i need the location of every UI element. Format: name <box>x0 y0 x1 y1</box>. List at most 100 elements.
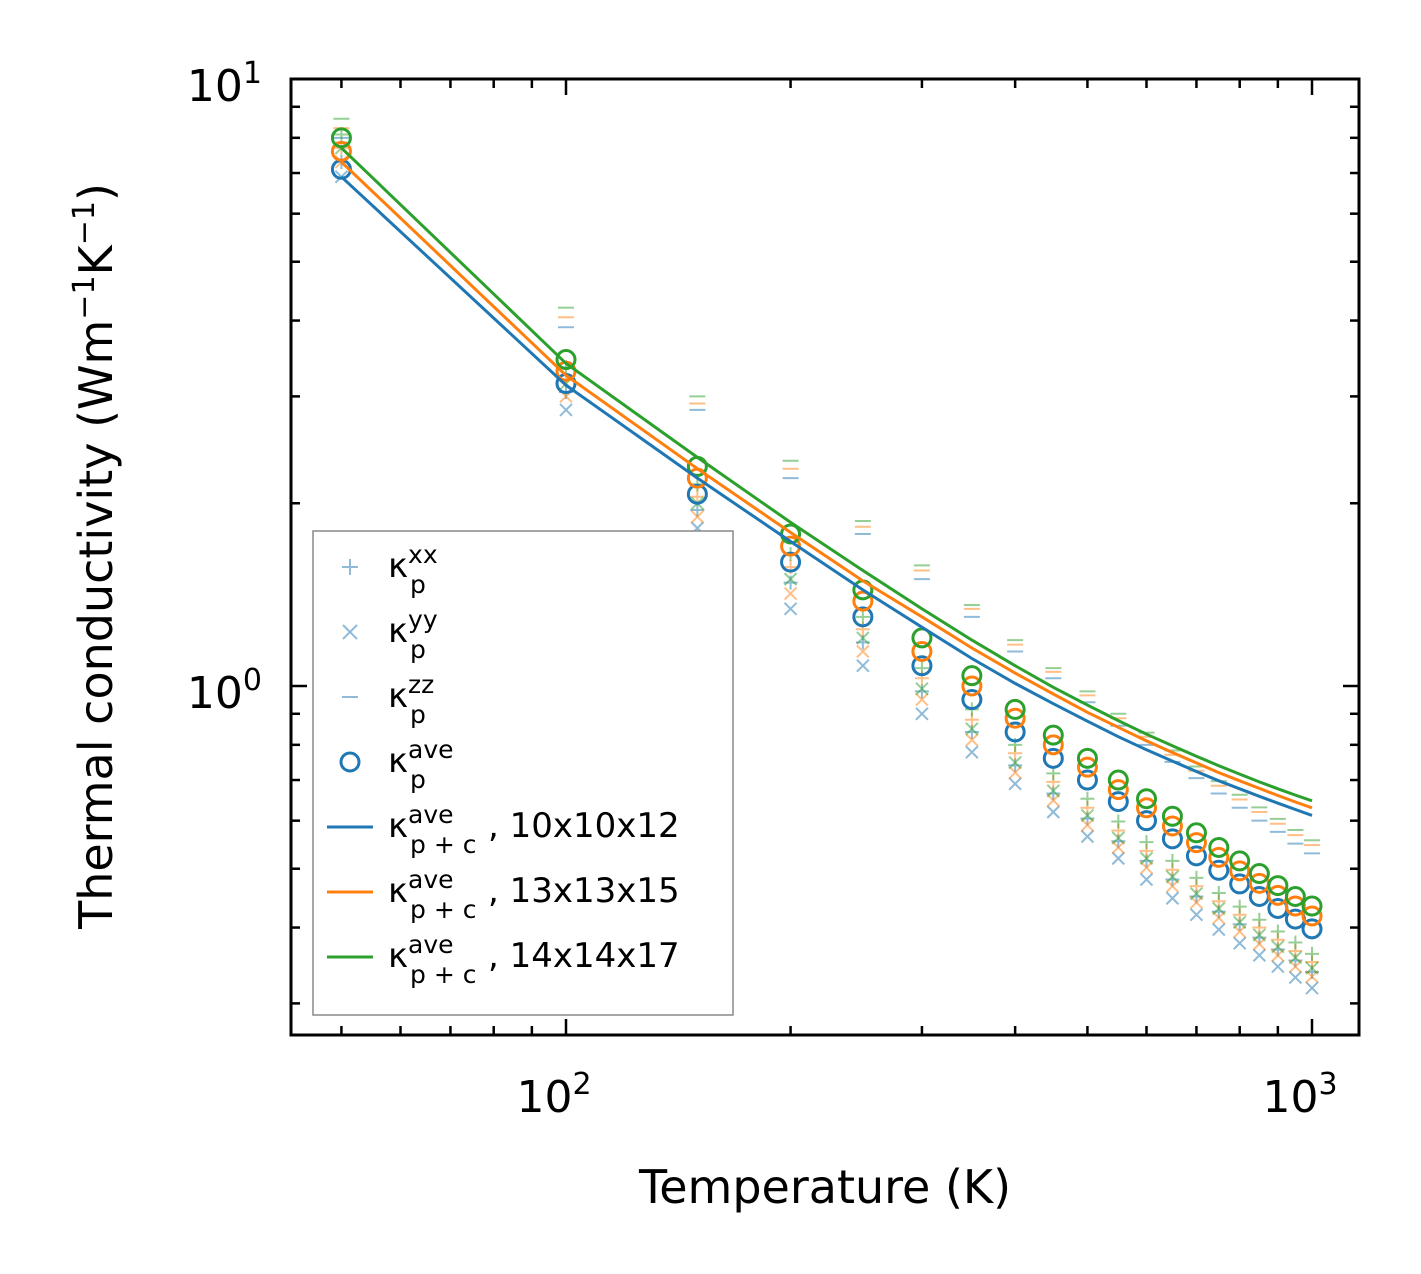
legend-subscript: p <box>410 635 426 664</box>
kxx-point <box>1111 814 1126 829</box>
kyy-point <box>915 681 929 696</box>
kxx-point <box>1288 935 1303 950</box>
kyy-point <box>1008 777 1022 791</box>
kyy-point <box>1080 829 1095 844</box>
kyy-point <box>1233 936 1247 950</box>
kyy-point <box>783 602 798 616</box>
y-title-exponent-2: −1 <box>67 201 102 245</box>
kxx-point <box>855 609 870 624</box>
kyy-point <box>559 403 573 417</box>
kyy-point <box>1212 901 1226 916</box>
kyy-point <box>915 707 929 721</box>
kave-point <box>961 665 983 687</box>
kyy-point <box>856 659 870 673</box>
kpc-line-13x13x15 <box>340 160 1313 810</box>
kyy-point <box>1046 784 1061 798</box>
kyy-point <box>1165 870 1180 884</box>
kave-point <box>1208 846 1230 868</box>
kave-point <box>1076 747 1098 769</box>
kave-point <box>1004 707 1026 729</box>
kyy-point <box>783 572 798 586</box>
legend-symbol: κ <box>388 806 408 846</box>
kave-point <box>1229 850 1251 872</box>
kyy-point <box>1165 891 1180 905</box>
kyy-point <box>856 644 870 659</box>
tick-base: 10 <box>1262 1072 1318 1123</box>
kyy-point <box>915 692 929 707</box>
legend-symbol: κ <box>388 741 408 781</box>
legend-circle-marker <box>339 751 361 773</box>
kave-point <box>911 655 933 677</box>
plot-frame <box>289 77 1361 1037</box>
kave-point <box>1161 828 1183 850</box>
kxx-point <box>690 502 705 517</box>
kxx-point <box>1080 791 1095 806</box>
legend-label: κzz p <box>388 670 434 729</box>
legend-superscript: yy <box>408 605 438 634</box>
kyy-point <box>965 745 979 759</box>
kxx-point <box>1139 835 1154 850</box>
kave-point <box>780 551 802 573</box>
legend-label: κave p + c , 13x13x15 <box>388 865 680 924</box>
kave-point <box>1107 779 1129 801</box>
legend-entry-1: κyy p <box>342 605 438 664</box>
tick-base: 10 <box>187 668 243 719</box>
series-10x10x12 <box>333 136 1320 995</box>
kave-point <box>1301 905 1323 927</box>
kave-point <box>1185 822 1207 844</box>
legend-entry-5: κave p + c , 13x13x15 <box>327 865 680 924</box>
kxx-point <box>1305 946 1319 961</box>
kave-point <box>961 689 983 711</box>
legend-superscript: ave <box>408 865 454 894</box>
legend-label: κave p <box>388 735 454 794</box>
y-title-close: ) <box>69 183 123 201</box>
legend-label: κxx p <box>388 540 438 599</box>
kave-point <box>1004 721 1026 743</box>
legend-subscript: p + c <box>410 895 476 924</box>
kyy-point <box>690 510 705 524</box>
kxx-point <box>1008 758 1023 773</box>
x-axis-title: Temperature (K) <box>638 1160 1011 1214</box>
kyy-point <box>1008 755 1022 770</box>
kxx-point <box>1270 924 1285 939</box>
legend-suffix: , 14x14x17 <box>488 936 680 976</box>
kave-point <box>555 349 577 371</box>
kave-point <box>1161 815 1183 837</box>
tick-exponent: 2 <box>572 1067 591 1102</box>
kyy-point <box>1305 981 1319 995</box>
legend-cross-marker <box>342 624 358 640</box>
y-axis-title: Thermal conductivity (Wm−1K−1) <box>67 183 123 930</box>
kyy-point <box>965 722 979 736</box>
kave-point <box>1042 734 1064 756</box>
kave-point <box>911 640 933 662</box>
legend-label: κave p + c , 14x14x17 <box>388 930 680 989</box>
tick-exponent: 3 <box>1318 1067 1337 1102</box>
kave-point <box>1185 832 1207 854</box>
kyy-point <box>1212 922 1226 937</box>
kyy-point <box>1271 959 1285 974</box>
legend-superscript: xx <box>408 540 438 569</box>
kave-point <box>1042 747 1064 769</box>
x-tick-label: 102 <box>516 1067 591 1123</box>
kxx-point <box>1189 870 1204 885</box>
y-tick-label: 100 <box>187 663 262 719</box>
kyy-point <box>1271 939 1285 954</box>
legend-entry-2: κzz p <box>342 670 434 729</box>
kave-point <box>1267 875 1289 897</box>
kyy-point <box>1305 961 1319 975</box>
kyy-point <box>1046 793 1061 808</box>
kxx-point <box>914 684 929 699</box>
legend-superscript: ave <box>408 930 454 959</box>
kave-point <box>1229 873 1251 895</box>
kave-point <box>852 606 874 628</box>
kave-point <box>1136 797 1158 819</box>
legend-suffix: , 10x10x12 <box>488 806 680 846</box>
tick-base: 10 <box>187 61 243 112</box>
legend-suffix: , 13x13x15 <box>488 871 680 911</box>
kave-point <box>1004 698 1026 720</box>
kave-point <box>1301 895 1323 917</box>
legend-entry-3: κave p <box>339 735 454 794</box>
kave-point <box>330 140 352 162</box>
legend-symbol: κ <box>388 546 408 586</box>
